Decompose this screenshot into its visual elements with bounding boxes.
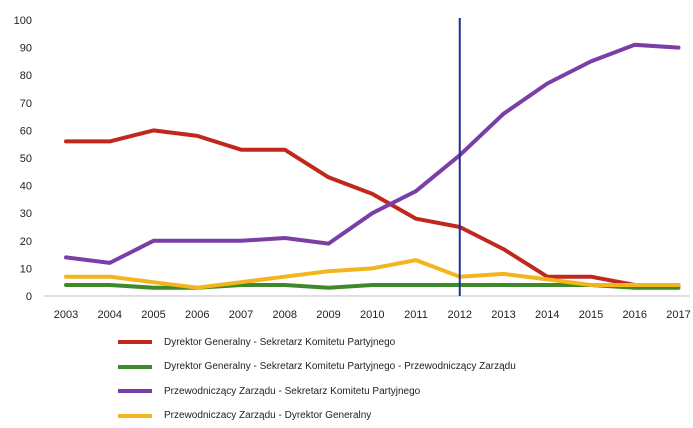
y-tick-label: 60 <box>20 125 32 137</box>
x-tick-label: 2007 <box>229 309 253 321</box>
y-tick-label: 10 <box>20 263 32 275</box>
legend-label: Dyrektor Generalny - Sekretarz Komitetu … <box>164 337 395 348</box>
line-chart: 0 10 20 30 40 50 60 70 80 90 100 2003 2004 2005 2006 20… <box>0 0 693 330</box>
legend-swatch <box>118 340 152 344</box>
legend-label: Dyrektor Generalny - Sekretarz Komitetu … <box>164 361 516 372</box>
y-tick-label: 0 <box>26 291 32 303</box>
x-tick-label: 2014 <box>535 309 559 321</box>
legend-swatch <box>118 365 152 369</box>
x-tick-label: 2013 <box>491 309 515 321</box>
y-tick-label: 20 <box>20 236 32 248</box>
y-tick-label: 30 <box>20 208 32 220</box>
legend-swatch <box>118 389 152 393</box>
legend-item: Przewodniczacy Zarządu - Dyrektor Genera… <box>118 404 516 428</box>
chart-legend: Dyrektor Generalny - Sekretarz Komitetu … <box>118 330 516 428</box>
x-tick-label: 2003 <box>54 309 78 321</box>
chart-series <box>66 18 679 296</box>
y-tick-label: 100 <box>14 15 32 27</box>
x-tick-label: 2010 <box>360 309 384 321</box>
series-line <box>66 45 679 263</box>
legend-item: Przewodniczący Zarządu - Sekretarz Komit… <box>118 379 516 404</box>
y-tick-label: 70 <box>20 98 32 110</box>
x-tick-label: 2015 <box>579 309 603 321</box>
x-tick-label: 2009 <box>316 309 340 321</box>
x-tick-label: 2005 <box>141 309 165 321</box>
x-tick-label: 2017 <box>666 309 690 321</box>
y-tick-label: 90 <box>20 43 32 55</box>
legend-swatch <box>118 414 152 418</box>
y-tick-label: 40 <box>20 181 32 193</box>
legend-label: Przewodniczący Zarządu - Sekretarz Komit… <box>164 386 420 397</box>
y-tick-label: 80 <box>20 70 32 82</box>
x-tick-label: 2008 <box>273 309 297 321</box>
x-tick-label: 2011 <box>404 309 428 321</box>
x-tick-label: 2016 <box>623 309 647 321</box>
y-tick-label: 50 <box>20 153 32 165</box>
x-tick-label: 2006 <box>185 309 209 321</box>
legend-item: Dyrektor Generalny - Sekretarz Komitetu … <box>118 355 516 380</box>
legend-label: Przewodniczacy Zarządu - Dyrektor Genera… <box>164 410 371 421</box>
x-tick-label: 2004 <box>98 309 122 321</box>
series-line <box>66 130 679 285</box>
x-tick-label: 2012 <box>448 309 472 321</box>
legend-item: Dyrektor Generalny - Sekretarz Komitetu … <box>118 330 516 355</box>
